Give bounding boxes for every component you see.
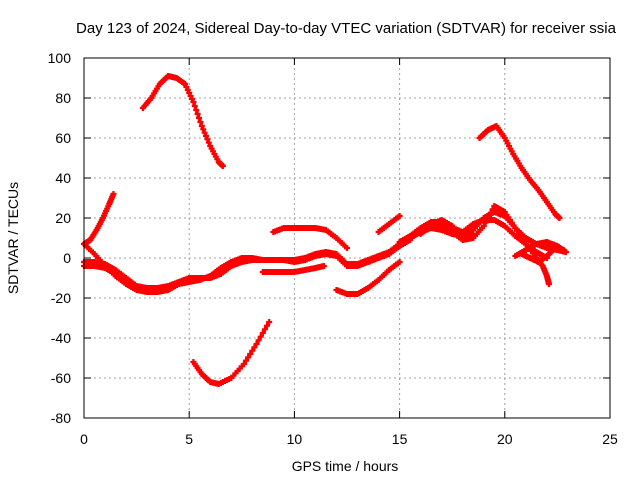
data-point bbox=[545, 281, 552, 287]
y-tick-label: 80 bbox=[55, 90, 71, 106]
series-arc-7 bbox=[259, 263, 327, 275]
data-point bbox=[489, 206, 496, 213]
data-point bbox=[255, 337, 262, 344]
tick-labels: 0 5 10 15 20 25 -80 -60 -40 -20 0 20 40 60 80 100 bbox=[48, 50, 618, 447]
data-point bbox=[193, 107, 200, 113]
data-point bbox=[198, 123, 205, 129]
data-point bbox=[197, 119, 204, 125]
data-point bbox=[556, 215, 563, 221]
x-axis-label: GPS time / hours bbox=[292, 458, 399, 474]
data-point bbox=[110, 191, 117, 197]
series-arc-9 bbox=[333, 259, 403, 297]
data-point bbox=[257, 333, 264, 340]
data-point bbox=[396, 213, 403, 219]
y-tick-label: -80 bbox=[51, 410, 71, 426]
data-point bbox=[266, 319, 273, 325]
data-point bbox=[480, 223, 487, 229]
data-point bbox=[344, 245, 350, 251]
data-point bbox=[253, 341, 260, 347]
data-point bbox=[259, 330, 266, 336]
data-point bbox=[245, 354, 252, 361]
data-point bbox=[201, 129, 208, 136]
data-point bbox=[191, 103, 198, 109]
x-tick-label: 20 bbox=[497, 431, 513, 447]
data-point bbox=[247, 351, 254, 357]
y-tick-label: 0 bbox=[63, 250, 71, 266]
y-tick-label: -40 bbox=[51, 330, 71, 346]
series-arc-14 bbox=[476, 123, 563, 221]
data-point bbox=[240, 361, 247, 367]
x-tick-label: 15 bbox=[392, 431, 408, 447]
data-point bbox=[484, 216, 491, 223]
data-point bbox=[196, 115, 203, 121]
x-tick-label: 25 bbox=[602, 431, 618, 447]
x-tick-label: 0 bbox=[80, 431, 88, 447]
data-point bbox=[251, 344, 258, 351]
y-tick-label: 60 bbox=[55, 130, 71, 146]
data-point bbox=[560, 247, 567, 253]
grid bbox=[84, 58, 610, 418]
data-point bbox=[264, 322, 271, 329]
chart-title: Day 123 of 2024, Sidereal Day-to-day VTE… bbox=[76, 20, 617, 37]
y-tick-label: -20 bbox=[51, 290, 71, 306]
data-point bbox=[203, 133, 210, 139]
x-tick-label: 10 bbox=[287, 431, 303, 447]
data-series bbox=[81, 73, 569, 387]
y-tick-label: 40 bbox=[55, 170, 71, 186]
x-tick-label: 5 bbox=[185, 431, 193, 447]
plot-border bbox=[83, 57, 611, 419]
y-axis-label: SDTVAR / TECUs bbox=[5, 182, 21, 294]
y-tick-label: 100 bbox=[48, 50, 72, 66]
series-arc-16 bbox=[518, 245, 567, 265]
y-tick-label: 20 bbox=[55, 210, 71, 226]
data-point bbox=[320, 263, 327, 269]
data-point bbox=[190, 99, 197, 105]
data-point bbox=[205, 139, 212, 146]
data-point bbox=[200, 126, 207, 133]
series-arc-5 bbox=[139, 73, 226, 169]
series-arc-10 bbox=[375, 213, 403, 235]
data-point bbox=[204, 136, 211, 143]
data-point bbox=[219, 163, 226, 169]
y-tick-label: -60 bbox=[51, 370, 71, 386]
series-arc-1 bbox=[81, 191, 117, 247]
series-arc-6 bbox=[190, 319, 273, 387]
data-point bbox=[396, 259, 403, 265]
data-point bbox=[194, 111, 201, 117]
data-point bbox=[482, 219, 489, 226]
data-point bbox=[486, 213, 493, 219]
data-point bbox=[243, 357, 250, 364]
data-point bbox=[487, 209, 494, 216]
series-arc-8 bbox=[270, 225, 350, 251]
data-point bbox=[249, 347, 256, 354]
data-point bbox=[261, 326, 268, 333]
